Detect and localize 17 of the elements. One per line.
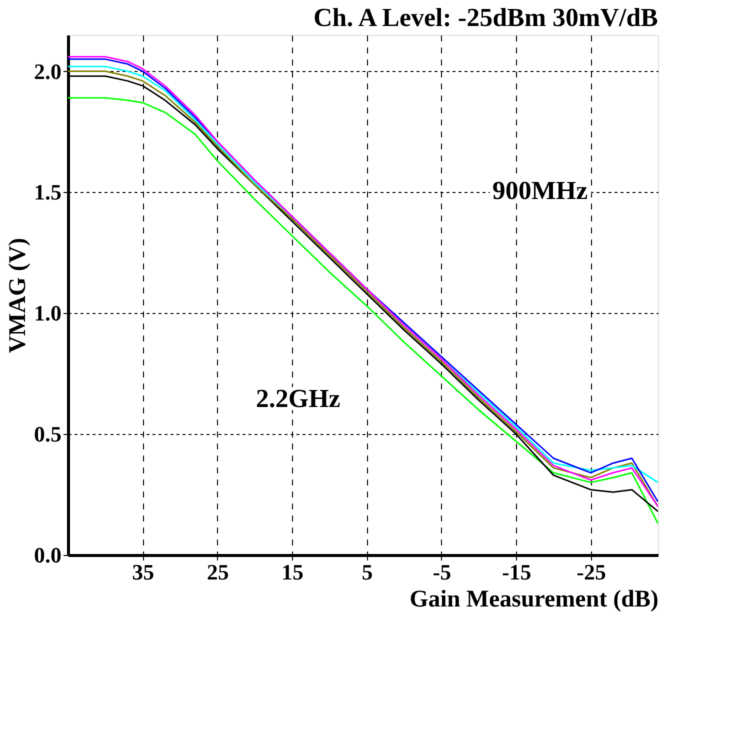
y-tick-label: 1.5 bbox=[34, 180, 62, 205]
x-tick-label: -5 bbox=[432, 560, 452, 584]
y-tick-label: 0.0 bbox=[34, 542, 62, 568]
annotation: 900MHz bbox=[492, 176, 588, 205]
annotation: 2.2GHz bbox=[256, 384, 340, 413]
x-tick-label: 15 bbox=[282, 560, 304, 584]
x-tick-label: 25 bbox=[206, 560, 229, 584]
x-axis-title: Gain Measurement (dB) bbox=[410, 586, 658, 612]
x-tick-label: -25 bbox=[576, 560, 606, 584]
x-tick-label: -15 bbox=[502, 560, 532, 584]
chart-title: Ch. A Level: -25dBm 30mV/dB bbox=[313, 3, 658, 32]
y-tick-label: 1.0 bbox=[34, 300, 62, 326]
y-axis-title: VMAG (V) bbox=[5, 238, 31, 354]
x-tick-label: 5 bbox=[362, 560, 373, 584]
y-tick-label: 0.5 bbox=[34, 422, 62, 447]
x-tick-label: 35 bbox=[132, 560, 154, 584]
y-tick-label: 2.0 bbox=[34, 58, 62, 84]
